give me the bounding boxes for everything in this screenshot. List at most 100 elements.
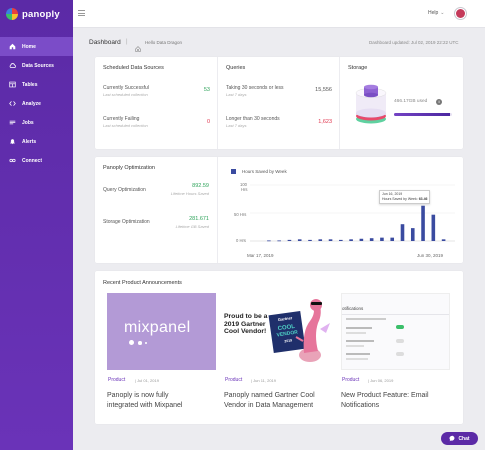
chart-bar[interactable] — [410, 228, 415, 241]
announcement-date-value: Jun 06, 2019 — [370, 378, 394, 383]
sidebar-item-label: Analyze — [22, 100, 41, 107]
chart-bar[interactable] — [400, 224, 405, 241]
optimization-card: Panoply Optimization Query Optimization … — [95, 157, 463, 263]
announcement-title-line: Notifications — [341, 402, 380, 409]
dragon-avatar-icon — [456, 9, 465, 18]
chart-bar[interactable] — [308, 239, 312, 241]
gartner-thumbnail[interactable]: Proud to be a 2019 Gartner Cool Vendor! … — [224, 293, 333, 370]
thumbnail-divider — [342, 314, 449, 315]
query-optimization-value[interactable]: 892.59 — [192, 183, 209, 189]
chart-bar[interactable] — [421, 205, 425, 241]
announcement-tag[interactable]: Product — [225, 377, 243, 383]
toggle-icon — [396, 339, 404, 343]
info-icon[interactable]: i — [436, 99, 442, 105]
sidebar-item-home[interactable]: Home — [0, 37, 73, 56]
failing-value[interactable]: 0 — [206, 119, 210, 125]
help-label: Help — [428, 10, 439, 16]
announcement-title[interactable]: Panoply named Gartner Cool Vendor in Data… — [224, 391, 315, 411]
mixpanel-wordmark: mixpanel — [124, 319, 191, 336]
breadcrumb: Dashboard | Hello Data Dragon Dashboard … — [73, 28, 485, 56]
chart-bar[interactable] — [297, 239, 302, 241]
thumbnail-line — [346, 332, 366, 334]
announcement-date: | Jun 11, 2019 — [251, 378, 276, 383]
sidebar-item-label: Data Sources — [22, 62, 54, 69]
storage-optimization-value[interactable]: 281.671 — [189, 216, 209, 222]
y-tick-label: 100 — [240, 182, 247, 187]
chart-bar[interactable] — [369, 238, 374, 241]
chart-bar[interactable] — [441, 239, 446, 241]
thumbnail-line — [346, 358, 368, 360]
logo[interactable]: panoply — [6, 7, 60, 21]
thumbnail-line — [346, 345, 364, 347]
thumbnail-line — [346, 327, 372, 329]
sidebar-item-label: Home — [22, 43, 36, 50]
sidebar-item-jobs[interactable]: Jobs — [0, 113, 73, 132]
tooltip-text: Hours Saved by Week: — [382, 197, 418, 201]
chart-bar[interactable] — [328, 239, 333, 241]
chart-bar[interactable] — [267, 240, 271, 242]
chart-bar[interactable] — [287, 239, 292, 241]
sidebar-nav: Home Data Sources Tables Analyze Jobs Al… — [0, 37, 73, 170]
sidebar-item-tables[interactable]: Tables — [0, 75, 73, 94]
chart-bar[interactable] — [318, 239, 323, 241]
email-notifications-thumbnail[interactable]: otifications — [341, 293, 450, 370]
chevron-down-icon: ⌄ — [440, 10, 445, 16]
x-axis-start-label: Mar 17, 2019 — [247, 253, 274, 258]
dot-icon — [145, 342, 147, 344]
successful-sub: Last scheduled collection — [103, 92, 148, 97]
slow-queries-sub: Last 7 days — [226, 123, 247, 128]
announcement-title-line: New Product Feature: Email — [341, 392, 429, 399]
successful-label: Currently Successful — [103, 85, 149, 91]
chart-bar[interactable] — [359, 238, 364, 241]
announcement-title[interactable]: Panoply is now fully integrated with Mixp… — [107, 391, 183, 411]
dragon-mascot-icon — [295, 299, 330, 362]
topbar: Help ⌄ — [73, 0, 485, 28]
breadcrumb-separator: | — [126, 39, 128, 45]
toggle-icon — [396, 325, 404, 329]
thumbnail-line — [346, 318, 386, 320]
database-stack-icon — [355, 84, 387, 124]
y-tick-label: 50 Hrs — [234, 212, 247, 217]
announcement-title-line: integrated with Mixpanel — [107, 402, 183, 409]
sidebar-item-label: Alerts — [22, 138, 37, 145]
chart-bar[interactable] — [380, 237, 384, 241]
failing-sub: Last scheduled collection — [103, 123, 148, 128]
stats-card: Scheduled Data Sources Currently Success… — [95, 57, 463, 149]
avatar[interactable] — [454, 7, 467, 20]
announcement-title-line: Panoply is now fully — [107, 392, 169, 399]
headline-line: 2019 Gartner — [224, 320, 266, 328]
successful-value[interactable]: 53 — [203, 87, 210, 93]
chart-bar[interactable] — [390, 237, 395, 241]
chart-bar[interactable] — [277, 240, 281, 242]
slow-queries-value[interactable]: 1,623 — [318, 119, 332, 125]
chart-bar[interactable] — [349, 239, 353, 241]
chart-bar[interactable] — [431, 214, 436, 241]
menu-icon[interactable] — [78, 10, 85, 16]
dot-icon — [129, 340, 134, 345]
announcement-tag[interactable]: Product — [108, 377, 126, 383]
legend-label: Hours Saved by Week — [242, 169, 287, 174]
storage-progress-fill — [394, 113, 451, 116]
sidebar-item-data-sources[interactable]: Data Sources — [0, 56, 73, 75]
announcement-title[interactable]: New Product Feature: Email Notifications — [341, 391, 429, 411]
sidebar-item-connect[interactable]: Connect — [0, 151, 73, 170]
tooltip-date: Jun 16, 2019 — [382, 192, 403, 196]
headline-line: Proud to be a — [224, 313, 268, 320]
announcement-tag[interactable]: Product — [342, 377, 360, 383]
greeting-text: Hello Data Dragon — [145, 40, 183, 45]
sidebar-item-alerts[interactable]: Alerts — [0, 132, 73, 151]
failing-label: Currently Failing — [103, 116, 140, 122]
mixpanel-thumbnail[interactable]: mixpanel — [107, 293, 216, 370]
connect-icon — [9, 157, 16, 164]
home-icon[interactable] — [135, 39, 141, 52]
fast-queries-value[interactable]: 15,556 — [315, 87, 332, 93]
sidebar-item-analyze[interactable]: Analyze — [0, 94, 73, 113]
chart-bar[interactable] — [339, 239, 343, 241]
thumbnail-heading: otifications — [342, 306, 364, 311]
help-menu[interactable]: Help ⌄ — [428, 10, 445, 16]
announcement-date: | Jun 06, 2019 — [368, 378, 394, 383]
storage-used-text: 466.17GB used — [394, 99, 428, 104]
headline-line: Cool Vendor! — [224, 328, 267, 335]
chat-button[interactable]: Chat — [441, 432, 478, 445]
storage-title: Storage — [348, 65, 368, 71]
